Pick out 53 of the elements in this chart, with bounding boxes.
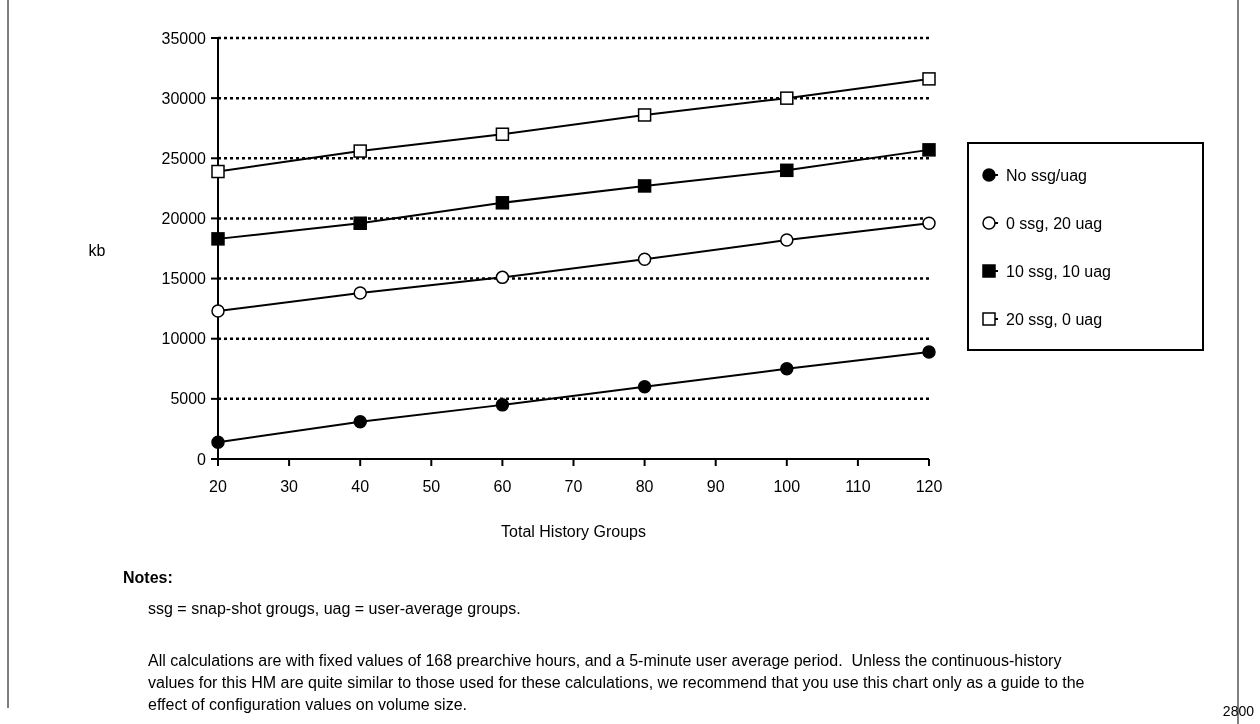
x-tick-label: 90 bbox=[706, 478, 725, 495]
point bbox=[495, 196, 510, 210]
x-tick-label: 80 bbox=[635, 478, 654, 495]
point bbox=[780, 362, 794, 376]
legend-label: 0 ssg, 20 uag bbox=[1006, 214, 1103, 232]
point bbox=[637, 252, 652, 267]
point bbox=[922, 216, 936, 230]
point bbox=[780, 91, 794, 105]
x-tick-label: 20 bbox=[209, 478, 227, 495]
x-tick-label: 30 bbox=[280, 478, 299, 495]
legend-label: 10 ssg, 10 uag bbox=[1006, 262, 1111, 280]
point bbox=[211, 435, 225, 449]
x-tick-label: 60 bbox=[493, 478, 512, 495]
legend-label: 20 ssg, 0 uag bbox=[1006, 310, 1103, 328]
y-tick-label: 10000 bbox=[161, 330, 207, 348]
point bbox=[637, 179, 652, 193]
y-tick-label: 15000 bbox=[161, 270, 207, 288]
y-tick-label: 0 bbox=[197, 450, 207, 468]
text: 2800 bbox=[1222, 703, 1255, 719]
y-tick-label: 25000 bbox=[161, 149, 207, 167]
x-tick-label: 50 bbox=[422, 478, 441, 495]
y-tick-label: 20000 bbox=[161, 210, 207, 228]
point bbox=[780, 233, 794, 247]
point bbox=[922, 72, 936, 86]
x-axis-title: Total History Groups bbox=[501, 523, 646, 540]
text: Notes: bbox=[123, 569, 173, 586]
point bbox=[495, 398, 510, 412]
point bbox=[780, 163, 794, 178]
x-tick-label: 110 bbox=[845, 478, 871, 495]
point bbox=[211, 304, 225, 318]
point bbox=[495, 270, 510, 285]
point bbox=[495, 127, 510, 141]
x-tick-label: 100 bbox=[773, 478, 801, 495]
x-tick-label: 70 bbox=[564, 478, 583, 495]
legend-label: No ssg/uag bbox=[1006, 166, 1087, 184]
y-axis-title: kb bbox=[88, 241, 106, 259]
text: ssg = snap-shot grougs, uag = user-average groups. bbox=[148, 600, 521, 617]
point bbox=[922, 345, 936, 359]
point bbox=[353, 286, 367, 300]
point bbox=[211, 164, 225, 179]
point bbox=[353, 216, 367, 230]
text: All calculations are with fixed values of 168 prearchive hours, and a 5-minute user average period. Unless the continuous-history values for this HM are quite similar to those used for these calculations, we recommend that you use this chart only as a guide to the effect of configuration values on volume size. bbox=[148, 652, 1085, 713]
y-tick-label: 30000 bbox=[161, 89, 207, 107]
point bbox=[922, 143, 936, 157]
point bbox=[353, 144, 367, 158]
point bbox=[637, 380, 652, 394]
y-tick-label: 35000 bbox=[161, 29, 207, 47]
x-tick-label: 40 bbox=[351, 478, 370, 495]
point bbox=[353, 414, 367, 429]
x-tick-label: 120 bbox=[915, 478, 943, 495]
y-tick-label: 5000 bbox=[170, 390, 207, 408]
point bbox=[211, 232, 225, 246]
point bbox=[637, 108, 652, 122]
